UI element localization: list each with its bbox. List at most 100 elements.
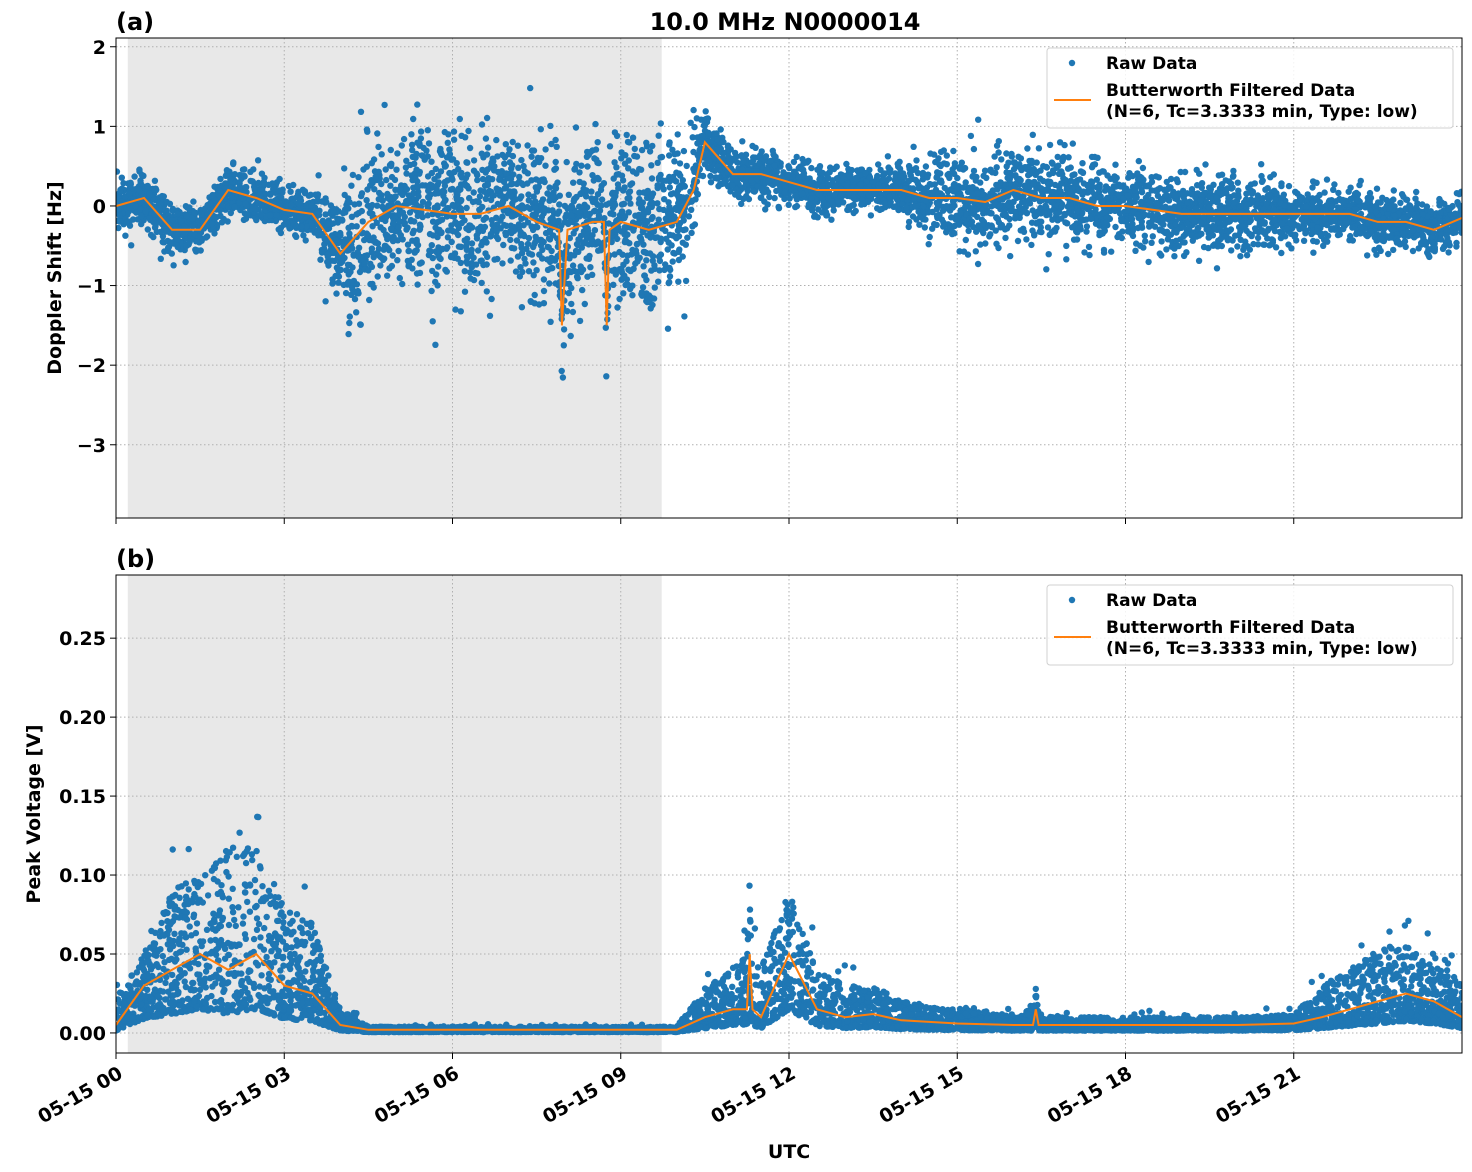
raw-data-point xyxy=(949,204,957,211)
raw-data-point xyxy=(502,229,509,236)
raw-data-point xyxy=(461,217,468,224)
raw-data-point xyxy=(518,240,525,248)
raw-data-point xyxy=(448,238,455,246)
raw-data-point xyxy=(910,143,917,150)
raw-data-point xyxy=(1356,181,1363,189)
raw-data-point xyxy=(1083,223,1091,230)
raw-data-point xyxy=(474,176,481,184)
raw-data-point xyxy=(353,233,360,241)
raw-data-point xyxy=(314,198,321,205)
raw-data-point xyxy=(661,266,668,274)
raw-data-point xyxy=(885,169,892,176)
raw-data-point xyxy=(507,236,514,244)
raw-data-point xyxy=(285,182,293,190)
raw-data-point xyxy=(472,269,479,277)
raw-data-point xyxy=(636,165,643,173)
raw-data-point xyxy=(1036,198,1044,205)
raw-data-point xyxy=(174,210,181,217)
raw-data-point xyxy=(542,146,549,153)
raw-data-point xyxy=(1012,160,1020,168)
raw-data-point xyxy=(650,228,657,235)
raw-data-point xyxy=(1079,209,1086,216)
raw-data-point xyxy=(479,166,486,174)
raw-data-point xyxy=(551,166,558,173)
raw-data-point xyxy=(1063,242,1070,250)
raw-data-point xyxy=(341,191,348,199)
raw-data-point xyxy=(549,207,556,214)
raw-data-point xyxy=(673,235,680,242)
raw-data-point xyxy=(605,220,612,227)
raw-data-point xyxy=(1171,253,1178,260)
raw-data-point xyxy=(468,240,476,247)
raw-data-point xyxy=(527,84,534,92)
raw-data-point xyxy=(227,176,234,183)
raw-data-point xyxy=(995,138,1002,145)
raw-data-point xyxy=(974,260,982,268)
raw-data-point xyxy=(657,120,664,127)
raw-data-point xyxy=(1198,180,1206,187)
raw-data-point xyxy=(1235,187,1242,194)
raw-data-point xyxy=(414,101,421,108)
raw-data-point xyxy=(719,134,726,141)
raw-data-point xyxy=(396,274,403,282)
raw-data-point xyxy=(487,230,495,238)
raw-data-point xyxy=(1211,224,1218,232)
raw-data-point xyxy=(950,188,957,195)
raw-data-point xyxy=(1390,196,1397,203)
raw-data-point xyxy=(415,193,422,200)
raw-data-point xyxy=(409,146,416,154)
raw-data-point xyxy=(411,160,418,167)
raw-data-point xyxy=(457,308,464,315)
raw-data-point xyxy=(387,225,395,232)
raw-data-point xyxy=(688,229,695,237)
raw-data-point xyxy=(629,168,637,175)
raw-data-point xyxy=(1320,242,1327,249)
raw-data-point xyxy=(450,128,458,135)
raw-data-point xyxy=(207,200,214,207)
raw-data-point xyxy=(515,221,523,228)
raw-data-point xyxy=(419,182,426,189)
raw-data-point xyxy=(1232,232,1239,239)
raw-data-point xyxy=(785,201,792,208)
raw-data-point xyxy=(1239,223,1246,230)
raw-data-point xyxy=(395,223,402,231)
raw-data-point xyxy=(380,246,387,253)
raw-data-point xyxy=(1069,224,1076,231)
raw-data-point xyxy=(568,300,575,308)
raw-data-point xyxy=(116,212,124,219)
raw-data-point xyxy=(483,151,491,158)
raw-data-point xyxy=(532,159,539,166)
raw-data-point xyxy=(531,291,538,299)
raw-data-point xyxy=(881,200,888,207)
raw-data-point xyxy=(800,160,807,167)
raw-data-point xyxy=(448,156,455,163)
raw-data-point xyxy=(247,168,254,175)
raw-data-point xyxy=(267,191,274,198)
raw-data-point xyxy=(239,166,247,173)
chart-title: 10.0 MHz N0000014 xyxy=(650,8,921,36)
raw-data-point xyxy=(357,108,365,116)
raw-data-point xyxy=(1429,233,1436,241)
raw-data-point xyxy=(518,156,525,164)
raw-data-point xyxy=(1271,216,1279,224)
raw-data-point xyxy=(1456,224,1462,232)
raw-data-point xyxy=(1177,191,1185,198)
raw-data-point xyxy=(131,173,138,180)
raw-data-point xyxy=(1438,231,1445,238)
raw-data-point xyxy=(1436,202,1443,209)
raw-data-point xyxy=(1145,182,1153,189)
raw-data-point xyxy=(1092,220,1100,227)
raw-data-point xyxy=(771,152,778,160)
raw-data-point xyxy=(638,291,645,298)
raw-data-point xyxy=(482,250,489,257)
raw-data-point xyxy=(648,294,655,301)
raw-data-point xyxy=(231,171,239,178)
raw-data-point xyxy=(546,184,553,191)
raw-data-point xyxy=(553,143,560,150)
raw-data-point xyxy=(688,206,695,213)
raw-data-point xyxy=(536,251,543,258)
raw-data-point xyxy=(512,268,520,275)
raw-data-point xyxy=(1375,244,1383,251)
raw-data-point xyxy=(926,180,933,188)
raw-data-point xyxy=(1457,204,1462,212)
